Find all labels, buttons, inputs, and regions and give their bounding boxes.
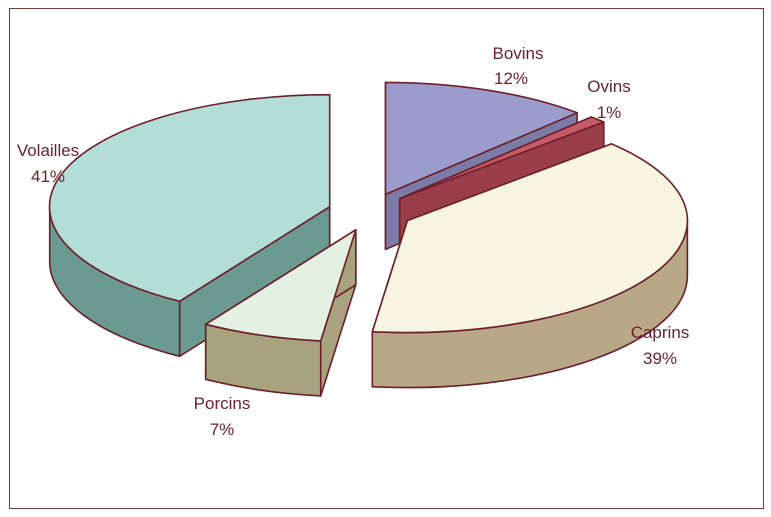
label-volailles-value: 41% [31,167,65,186]
label-volailles-name: Volailles [17,141,79,160]
slice-caprins [371,143,689,389]
pie-labels: Bovins 12% Ovins 1% Caprins 39% Porcins … [17,44,689,439]
slice-volailles-top [48,93,331,303]
slice-caprins-top [371,143,689,334]
slice-porcins-top [204,229,357,342]
label-porcins-name: Porcins [194,394,251,413]
slice-ovins-top [398,116,605,200]
label-caprins-value: 39% [643,349,677,368]
slice-porcins [204,229,357,397]
label-ovins-name: Ovins [587,77,630,96]
slice-bovins-top [384,81,578,196]
label-bovins-value: 12% [494,69,528,88]
label-bovins-name: Bovins [492,44,543,63]
label-caprins-name: Caprins [631,323,690,342]
label-porcins-value: 7% [210,420,235,439]
label-ovins-value: 1% [597,103,622,122]
pie-slices [48,81,689,397]
